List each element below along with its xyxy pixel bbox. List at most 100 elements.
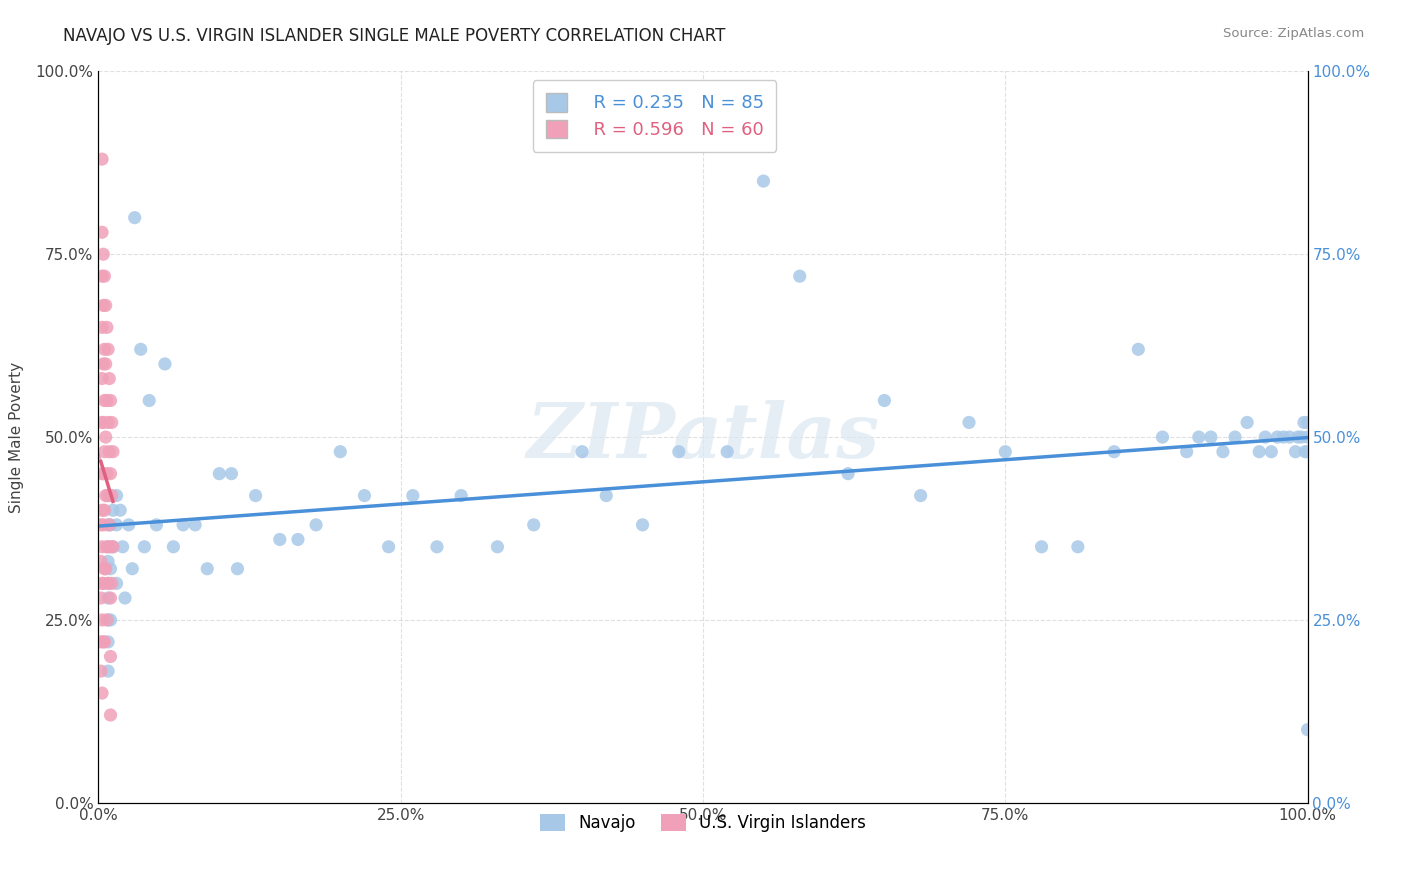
Point <box>93 562 115 576</box>
Y-axis label: Single Male Poverty: Single Male Poverty <box>10 361 24 513</box>
Point <box>100 489 122 503</box>
Point <box>1296 444 1319 458</box>
Point <box>93 503 115 517</box>
Point <box>114 591 136 605</box>
Point <box>789 269 811 284</box>
Point <box>96 393 118 408</box>
Point <box>162 540 184 554</box>
Point <box>1294 444 1316 458</box>
Point <box>1278 430 1301 444</box>
Point <box>426 540 449 554</box>
Point <box>101 540 124 554</box>
Point <box>96 320 118 334</box>
Point <box>1292 416 1315 430</box>
Point <box>91 635 114 649</box>
Point <box>91 467 114 481</box>
Point <box>1236 416 1258 430</box>
Point <box>100 613 122 627</box>
Point <box>97 343 120 357</box>
Point <box>129 343 152 357</box>
Point <box>91 357 114 371</box>
Point <box>98 371 121 385</box>
Point <box>97 664 120 678</box>
Point <box>1067 540 1090 554</box>
Point <box>97 416 120 430</box>
Point <box>486 540 509 554</box>
Point <box>138 393 160 408</box>
Point <box>1272 430 1295 444</box>
Point <box>91 225 114 239</box>
Point <box>1296 416 1319 430</box>
Point <box>353 489 375 503</box>
Point <box>287 533 309 547</box>
Point <box>91 540 114 554</box>
Point <box>93 269 115 284</box>
Point <box>94 430 117 444</box>
Point <box>90 635 112 649</box>
Point <box>1254 430 1277 444</box>
Point <box>97 591 120 605</box>
Point <box>91 576 114 591</box>
Point <box>184 517 207 532</box>
Point <box>108 503 131 517</box>
Point <box>145 517 167 532</box>
Point <box>100 540 122 554</box>
Point <box>105 489 128 503</box>
Point <box>208 467 231 481</box>
Point <box>93 343 115 357</box>
Point <box>97 540 120 554</box>
Point <box>97 489 120 503</box>
Point <box>1175 444 1198 458</box>
Point <box>631 517 654 532</box>
Point <box>1296 430 1319 444</box>
Point <box>153 357 176 371</box>
Point <box>91 298 114 312</box>
Point <box>90 664 112 678</box>
Point <box>98 444 121 458</box>
Point <box>100 649 122 664</box>
Point <box>94 489 117 503</box>
Point <box>96 540 118 554</box>
Point <box>1284 444 1306 458</box>
Point <box>100 562 122 576</box>
Point <box>269 533 291 547</box>
Point <box>90 591 112 605</box>
Point <box>716 444 738 458</box>
Point <box>221 467 243 481</box>
Point <box>91 686 114 700</box>
Point <box>91 503 114 517</box>
Point <box>100 576 122 591</box>
Point <box>571 444 593 458</box>
Point <box>100 393 122 408</box>
Point <box>96 613 118 627</box>
Point <box>837 467 859 481</box>
Point <box>97 489 120 503</box>
Point <box>94 357 117 371</box>
Point <box>1199 430 1222 444</box>
Point <box>101 444 124 458</box>
Point <box>1296 723 1319 737</box>
Point <box>668 444 690 458</box>
Point <box>1260 444 1282 458</box>
Point <box>91 517 114 532</box>
Text: Source: ZipAtlas.com: Source: ZipAtlas.com <box>1223 27 1364 40</box>
Point <box>195 562 218 576</box>
Point <box>1152 430 1174 444</box>
Point <box>91 152 114 166</box>
Point <box>91 247 114 261</box>
Point <box>90 554 112 568</box>
Point <box>91 320 114 334</box>
Point <box>97 576 120 591</box>
Point <box>91 416 114 430</box>
Text: NAVAJO VS U.S. VIRGIN ISLANDER SINGLE MALE POVERTY CORRELATION CHART: NAVAJO VS U.S. VIRGIN ISLANDER SINGLE MA… <box>63 27 725 45</box>
Point <box>93 393 115 408</box>
Point <box>1188 430 1211 444</box>
Point <box>994 444 1017 458</box>
Point <box>91 416 114 430</box>
Point <box>91 371 114 385</box>
Legend: Navajo, U.S. Virgin Islanders: Navajo, U.S. Virgin Islanders <box>527 801 879 846</box>
Point <box>90 517 112 532</box>
Point <box>93 444 115 458</box>
Point <box>1267 430 1289 444</box>
Point <box>100 591 122 605</box>
